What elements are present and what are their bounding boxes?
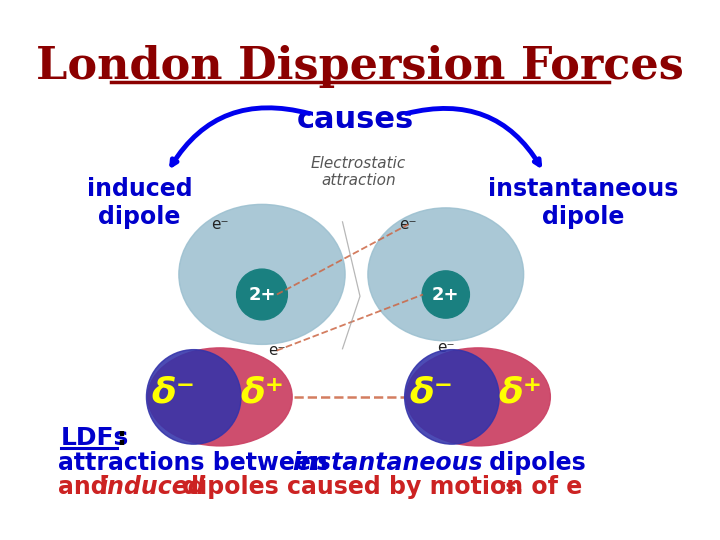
Text: δ⁻: δ⁻ [410, 375, 454, 409]
Text: and: and [58, 475, 116, 499]
Ellipse shape [146, 349, 241, 444]
Circle shape [237, 269, 287, 320]
Text: induced: induced [99, 475, 204, 499]
Ellipse shape [405, 349, 499, 444]
Text: induced
dipole: induced dipole [86, 177, 192, 228]
Text: δ⁻: δ⁻ [152, 375, 196, 409]
Text: Electrostatic
attraction: Electrostatic attraction [310, 156, 406, 188]
Text: e⁻: e⁻ [268, 343, 286, 358]
Text: e⁻: e⁻ [211, 217, 229, 232]
Ellipse shape [179, 204, 345, 345]
Text: 2+: 2+ [432, 286, 459, 303]
Text: dipoles: dipoles [481, 450, 585, 475]
Text: 2+: 2+ [248, 286, 276, 303]
Text: attractions between: attractions between [58, 450, 336, 475]
Circle shape [422, 271, 469, 318]
Text: :: : [117, 426, 127, 450]
Text: e⁻: e⁻ [400, 217, 417, 232]
Text: causes: causes [297, 105, 414, 134]
Text: London Dispersion Forces: London Dispersion Forces [36, 45, 684, 89]
Ellipse shape [368, 208, 523, 341]
Text: δ⁺: δ⁺ [240, 375, 284, 409]
Ellipse shape [148, 348, 292, 446]
Text: instantaneous
dipole: instantaneous dipole [488, 177, 678, 228]
Text: e⁻: e⁻ [437, 340, 454, 355]
Text: dipoles caused by motion of e: dipoles caused by motion of e [174, 475, 582, 499]
Ellipse shape [406, 348, 550, 446]
Text: ⁻s.: ⁻s. [497, 478, 523, 496]
Text: δ⁺: δ⁺ [498, 375, 542, 409]
Text: instantaneous: instantaneous [292, 450, 483, 475]
Text: LDFs: LDFs [60, 426, 129, 450]
